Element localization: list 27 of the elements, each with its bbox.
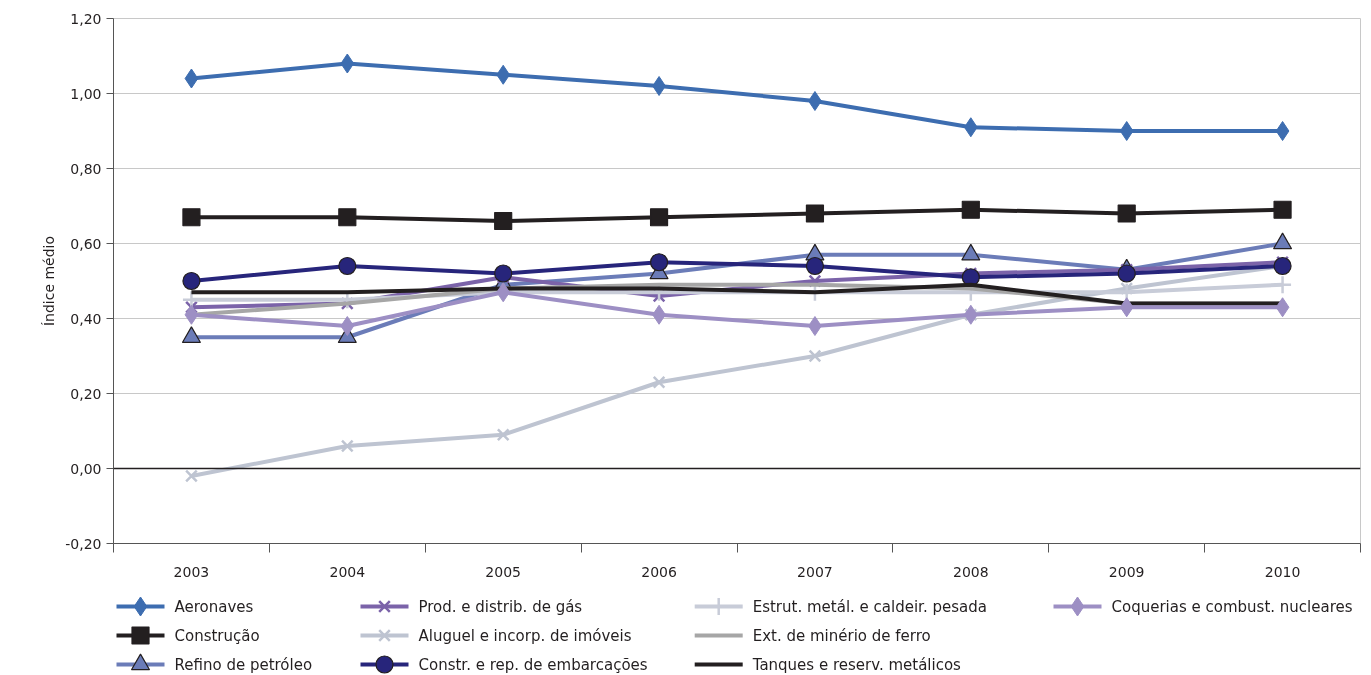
- y-tick-label: 0,80: [70, 160, 102, 177]
- y-tick-label: 0,20: [70, 385, 102, 402]
- y-tick-label: 1,20: [70, 10, 102, 27]
- y-tick-label: -0,20: [65, 535, 102, 552]
- legend-label: Aluguel e incorp. de imóveis: [418, 626, 632, 645]
- x-tick-label: 2009: [1108, 563, 1145, 580]
- y-tick-label: 1,00: [70, 85, 102, 102]
- legend-label: Aeronaves: [174, 597, 254, 616]
- legend-label: Ext. de minério de ferro: [752, 626, 931, 645]
- y-tick-label: 0,60: [70, 235, 102, 252]
- legend-label: Coquerias e combust. nucleares: [1111, 597, 1353, 616]
- legend-label: Constr. e rep. de embarcações: [418, 655, 648, 674]
- x-tick-label: 2004: [329, 563, 366, 580]
- legend-label: Construção: [174, 626, 260, 645]
- y-tick-label: 0,00: [70, 460, 102, 477]
- y-tick-label: 0,40: [70, 310, 102, 327]
- legend-label: Prod. e distrib. de gás: [418, 597, 583, 616]
- x-tick-label: 2005: [485, 563, 522, 580]
- x-tick-label: 2008: [953, 563, 989, 580]
- y-axis-title: Índice médio: [41, 235, 58, 327]
- legend-label: Tanques e reserv. metálicos: [751, 655, 962, 674]
- x-tick-label: 2007: [797, 563, 833, 580]
- x-tick-label: 2010: [1264, 563, 1301, 580]
- x-tick-label: 2006: [641, 563, 677, 580]
- legend-label: Refino de petróleo: [174, 655, 313, 674]
- legend-label: Estrut. metál. e caldeir. pesada: [752, 597, 987, 616]
- x-tick-label: 2003: [173, 563, 210, 580]
